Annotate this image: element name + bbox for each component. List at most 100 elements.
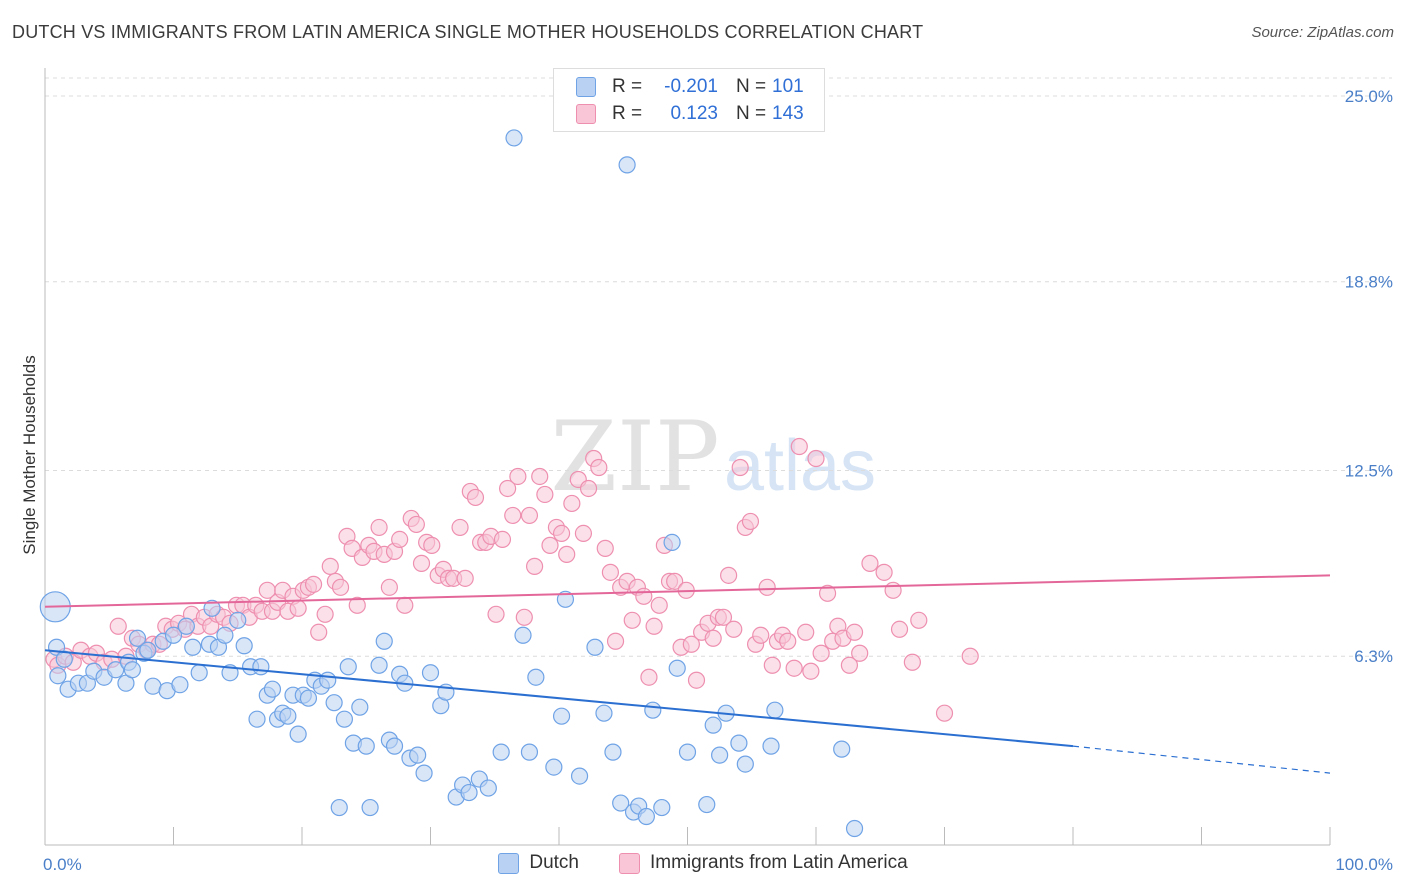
dutch-point (49, 667, 67, 685)
dutch-point (248, 710, 266, 728)
dutch-point (663, 533, 681, 551)
latin-point (466, 488, 485, 507)
stats-legend: R = -0.201 N = 101 R = 0.123 N = 143 (553, 68, 825, 132)
grid-lines (45, 77, 1392, 657)
dutch-point (644, 701, 662, 719)
legend-row-dutch: R = -0.201 N = 101 (576, 75, 804, 99)
dutch-point (505, 129, 523, 147)
dutch-trend-extension (1072, 745, 1331, 774)
dutch-point (171, 676, 189, 694)
latin-point (650, 596, 668, 614)
dutch-point (586, 638, 604, 656)
dutch-point (736, 755, 754, 773)
dutch-point (299, 689, 318, 707)
y-tick-label: 12.5% (1345, 461, 1393, 480)
latin-point (763, 656, 781, 674)
latin-point (451, 518, 469, 537)
dutch-point (730, 734, 748, 752)
dutch-point (144, 677, 162, 695)
latin-point (623, 611, 641, 629)
latin-point (845, 623, 864, 641)
dutch-point (385, 737, 404, 755)
latin-point (574, 524, 593, 543)
dutch-point (184, 638, 202, 656)
latin-point (935, 704, 954, 722)
latin-point (861, 554, 879, 572)
y-tick-label: 25.0% (1345, 87, 1393, 106)
dutch-point (107, 661, 125, 679)
dutch-point (55, 650, 73, 668)
dutch-point (556, 590, 575, 608)
latin-point (541, 536, 559, 554)
latin-point (802, 662, 820, 680)
dutch-point (335, 710, 354, 728)
dutch-point (216, 626, 234, 644)
dutch-point (409, 746, 427, 764)
dutch-point (570, 767, 589, 785)
latin-point (596, 539, 614, 557)
latin-point (412, 554, 431, 572)
r-value: -0.201 (664, 76, 718, 97)
dutch-point (520, 743, 539, 761)
legend-item-latin: Immigrants from Latin America (619, 852, 908, 874)
y-tick-label: 18.8% (1345, 273, 1393, 292)
dutch-point (845, 819, 864, 838)
latin-point (790, 437, 808, 456)
dutch-point (325, 694, 343, 712)
latin-point (779, 632, 797, 650)
dutch-point (263, 680, 282, 698)
dutch-point (289, 725, 307, 743)
dutch-point (612, 794, 630, 812)
latin-point (520, 506, 539, 525)
latin-point (525, 557, 544, 575)
latin-point (884, 581, 902, 599)
x-tick-label-max: 100.0% (1335, 855, 1393, 874)
latin-point (640, 668, 658, 686)
dutch-point (361, 798, 379, 817)
dutch-point (375, 632, 393, 650)
r-value: 0.123 (670, 103, 718, 124)
latin-point (321, 557, 339, 575)
dutch-point (421, 664, 440, 682)
latin-point (531, 467, 549, 486)
r-label: R = (612, 76, 643, 97)
dutch-point (279, 707, 297, 725)
dutch-point (177, 617, 195, 635)
latin-point (380, 578, 398, 596)
latin-point (348, 596, 366, 614)
latin-legend-swatch (619, 852, 640, 874)
latin-point (903, 653, 921, 671)
latin-point (851, 644, 869, 662)
latin-point (797, 623, 815, 641)
n-value: 101 (772, 76, 804, 97)
dutch-point (351, 698, 369, 716)
dutch-point (229, 611, 247, 629)
latin-point (807, 449, 825, 468)
latin-point (487, 605, 505, 623)
tick-labels: 6.3% 12.5% 18.8% 25.0% 0.0% 100.0% (43, 87, 1393, 874)
dutch-point (668, 659, 686, 677)
legend-item-dutch: Dutch (498, 852, 579, 874)
dutch-point (711, 746, 729, 764)
latin-point (310, 623, 328, 641)
dutch-point (704, 716, 722, 734)
latin-point (289, 599, 307, 617)
latin-trend-line (44, 574, 1331, 608)
dutch-point (252, 658, 270, 676)
source-label: Source: ZipAtlas.com (1251, 24, 1394, 41)
latin-point (682, 635, 700, 653)
dutch-point (653, 798, 671, 817)
latin-point (666, 572, 684, 590)
latin-point (316, 605, 334, 623)
latin-point (731, 458, 749, 477)
dutch-legend-swatch (498, 852, 520, 874)
latin-point (456, 569, 474, 587)
dutch-point (637, 807, 655, 826)
latin-point (304, 575, 323, 593)
latin-point (536, 485, 554, 504)
watermark-zip: ZIP (550, 401, 719, 513)
dutch-point (203, 599, 221, 617)
series-legend: Dutch Immigrants from Latin America (0, 852, 1406, 874)
axes (44, 68, 1331, 846)
latin-point (961, 647, 979, 665)
